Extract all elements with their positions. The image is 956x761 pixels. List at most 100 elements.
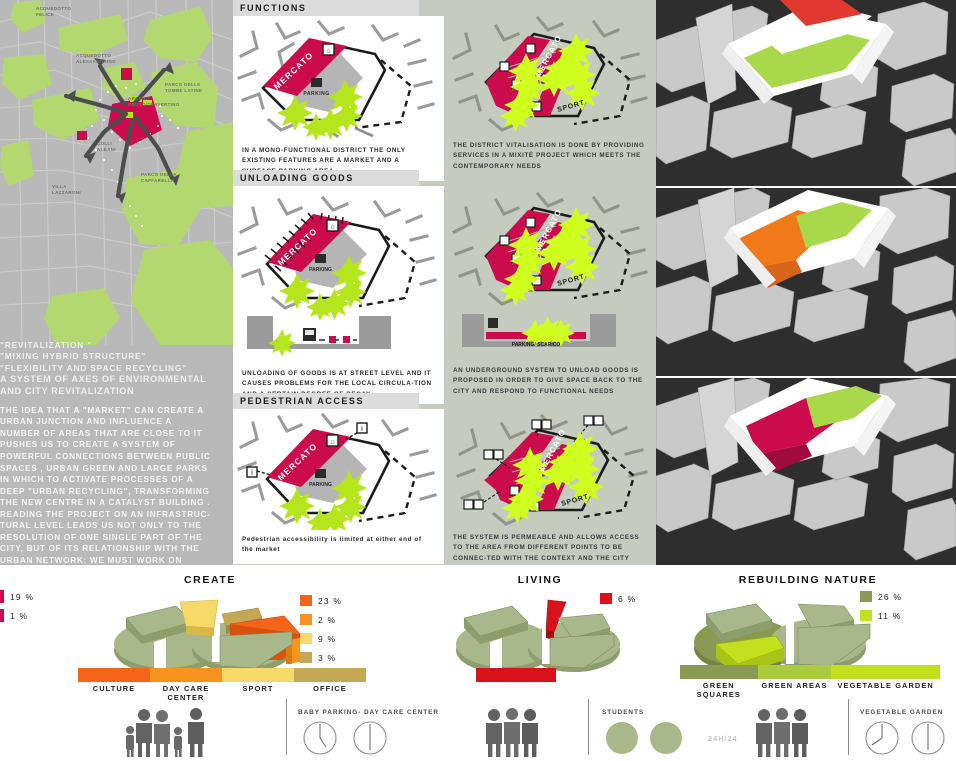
render-massing-orange <box>656 188 956 376</box>
map-label-4: COLLI <box>97 141 112 146</box>
chart-living-bar-legend <box>476 668 556 682</box>
manifesto-heading-big-0: A SYSTEM OF AXES OF ENVIRONMENTAL <box>0 374 207 385</box>
svg-text:⌂: ⌂ <box>326 48 330 55</box>
three-men-icon <box>756 708 808 757</box>
render-massing-white <box>656 0 956 186</box>
manifesto-body-line-5: SPACES , URBAN GREEN AND LARGE PARKS <box>0 463 208 473</box>
legend-value: 9 % <box>318 633 337 644</box>
pictogram-label-students: STUDENTS <box>602 709 645 716</box>
manifesto-heading-2: "FLEXIBILITY AND SPACE RECYCLING" <box>0 362 187 373</box>
board-bottom-region: CREATE 19 % 1 % <box>0 565 956 761</box>
bar-legend-label: GREEN SQUARES <box>696 681 741 699</box>
panel-unloading-title: UNLOADING GOODS <box>233 170 419 186</box>
panel-functions-title: FUNCTIONS <box>233 0 419 16</box>
unloading-site-plan: ⌂ PARKING MERCATO <box>233 186 444 364</box>
map-label-3: ARCO DI <box>128 96 149 101</box>
manifesto-heading-1: "MIXING HYBRID STRUCTURE" <box>0 351 147 362</box>
svg-text:⌂: ⌂ <box>330 224 334 231</box>
panel-permeable-caption: THE SYSTEM IS PERMEABLE AND ALLOWS ACCES… <box>444 528 656 564</box>
manifesto-body: THE IDEA THAT A "MARKET" CAN CREATE A URB… <box>0 405 227 578</box>
circle-pair-icon <box>606 722 682 754</box>
pictogram-label-daycare: BABY PARKING- DAY CARE CENTER <box>298 709 439 716</box>
manifesto-body-line-3: PUSHES US TO CREATE A SYSTEM OF <box>0 440 176 450</box>
legend-swatch <box>300 633 312 644</box>
legend-value: 3 % <box>318 652 337 663</box>
chart-create-bar-labels: CULTURE DAY CARE CENTER SPORT OFFICE <box>78 684 366 702</box>
chart-create-title: CREATE <box>184 574 236 586</box>
panel-pedestrian-stage: ⌂ ⅰ ⅰ <box>233 409 444 536</box>
panel-pedestrian-caption: Pedestrian accessibility is limited at e… <box>233 530 444 564</box>
legend-swatch <box>860 591 872 602</box>
context-map-column: ACQUEDOTTO FELICE ACQUEDOTTO ALESSANDRINO PA… <box>0 0 233 576</box>
underground-section-label: PARKING/ SCARICO <box>512 342 561 348</box>
manifesto-body-line-13: URBAN NETWORK: WE MUST WORK ON <box>0 555 183 565</box>
pedestrian-site-plan: ⌂ ⅰ ⅰ <box>233 409 444 536</box>
legend-row: 11 % <box>860 606 902 625</box>
manifesto-body-line-9: READING THE PROJECT ON AN INFRASTRUC- <box>0 509 211 519</box>
pictogram-group-daycare: BABY PARKING- DAY CARE CENTER <box>118 695 438 761</box>
map-label-1: ACQUEDOTTO <box>76 53 111 58</box>
family-people-icon <box>126 708 204 757</box>
manifesto-heading-0: "REVITALIZATION " <box>0 340 93 350</box>
legend-swatch <box>300 614 312 625</box>
pictogram-sub-students: 24H/24 <box>708 734 738 743</box>
legend-row: 3 % <box>300 648 342 667</box>
chart-nature-title: REBUILDING NATURE <box>738 574 878 586</box>
manifesto-body-line-1: URBAN JUNCTION AND INFLUENCE A <box>0 417 173 427</box>
bar-legend-label: GREEN AREAS <box>761 681 828 690</box>
legend-value: 6 % <box>618 593 637 604</box>
bar-legend-segment <box>831 665 940 679</box>
legend-value: 11 % <box>878 610 902 621</box>
manifesto-body-line-12: CITY, BUT OF ITS RELATIONSHIP WITH THE <box>0 544 200 554</box>
pictogram-divider <box>286 699 287 755</box>
legend-row: 19 % <box>0 587 34 606</box>
chart-nature-legend-right: 26 % 11 % <box>860 587 902 625</box>
chart-create-pie <box>0 588 420 674</box>
panel-underground-stage: MERCATO SPORT <box>444 186 656 361</box>
bar-legend-segment <box>78 668 150 682</box>
svg-text:PARKING: PARKING <box>309 482 332 488</box>
pictogram-divider <box>588 699 589 755</box>
svg-text:⌂: ⌂ <box>330 439 334 446</box>
chart-create-bar-legend <box>78 668 366 682</box>
manifesto-body-line-0: THE IDEA THAT A "MARKET" CAN CREATE A <box>0 405 204 415</box>
legend-value: 19 % <box>10 591 35 602</box>
svg-text:ⅰ: ⅰ <box>361 426 363 433</box>
pictogram-row: BABY PARKING- DAY CARE CENTER <box>0 695 956 761</box>
chart-living: LIVING <box>420 565 660 695</box>
manifesto-heading-big-1: AND CITY REVITALIZATION <box>0 386 135 397</box>
pictogram-divider <box>848 699 849 755</box>
legend-row: 1 % <box>0 606 34 625</box>
bar-legend-segment <box>294 668 366 682</box>
legend-row: 2 % <box>300 610 342 629</box>
three-men-icon <box>486 708 538 757</box>
map-label-5: CAFFARELLA <box>141 178 175 183</box>
pictogram-group-garden: VEGETABLE GARDEN <box>748 695 956 761</box>
map-label-1: ALESSANDRINO <box>76 59 116 64</box>
bar-legend-label: OFFICE <box>313 684 347 693</box>
manifesto-body-line-11: RESOLUTION OF ONE SINGLE PART OF THE <box>0 532 203 542</box>
map-label-4: ALBANI <box>97 147 116 152</box>
legend-value: 26 % <box>878 591 903 602</box>
bar-legend-segment <box>757 665 832 679</box>
panel-functions-stage: ⌂ PARKING MERCATO <box>233 16 444 141</box>
bar-legend-segment <box>222 668 294 682</box>
legend-swatch <box>300 595 312 606</box>
vitalisation-site-plan: MERCATO SPORT <box>444 8 656 136</box>
manifesto-body-line-2: NUMBER OF AREAS THAT ARE CLOSE TO IT <box>0 428 203 438</box>
panel-vitalisation-caption: THE DISTRICT VITALISATION IS DONE BY PRO… <box>444 136 656 172</box>
chart-living-pie <box>420 588 660 674</box>
bar-legend-segment <box>476 668 556 682</box>
legend-value: 1 % <box>10 610 29 621</box>
render-massing-magenta <box>656 378 956 565</box>
chart-nature-pie <box>660 588 956 676</box>
unloading-street-section <box>247 316 391 357</box>
functions-parking-label: PARKING <box>303 91 329 97</box>
permeable-site-plan: MERCATO SPORT <box>444 402 656 528</box>
panel-permeable-stage: MERCATO SPORT <box>444 402 656 528</box>
chart-nature-bar-legend <box>680 665 940 679</box>
bar-legend-label: DAY CARE CENTER <box>162 684 210 702</box>
chart-living-legend-right: 6 % <box>600 589 636 608</box>
map-label-6: VILLA <box>52 184 67 189</box>
